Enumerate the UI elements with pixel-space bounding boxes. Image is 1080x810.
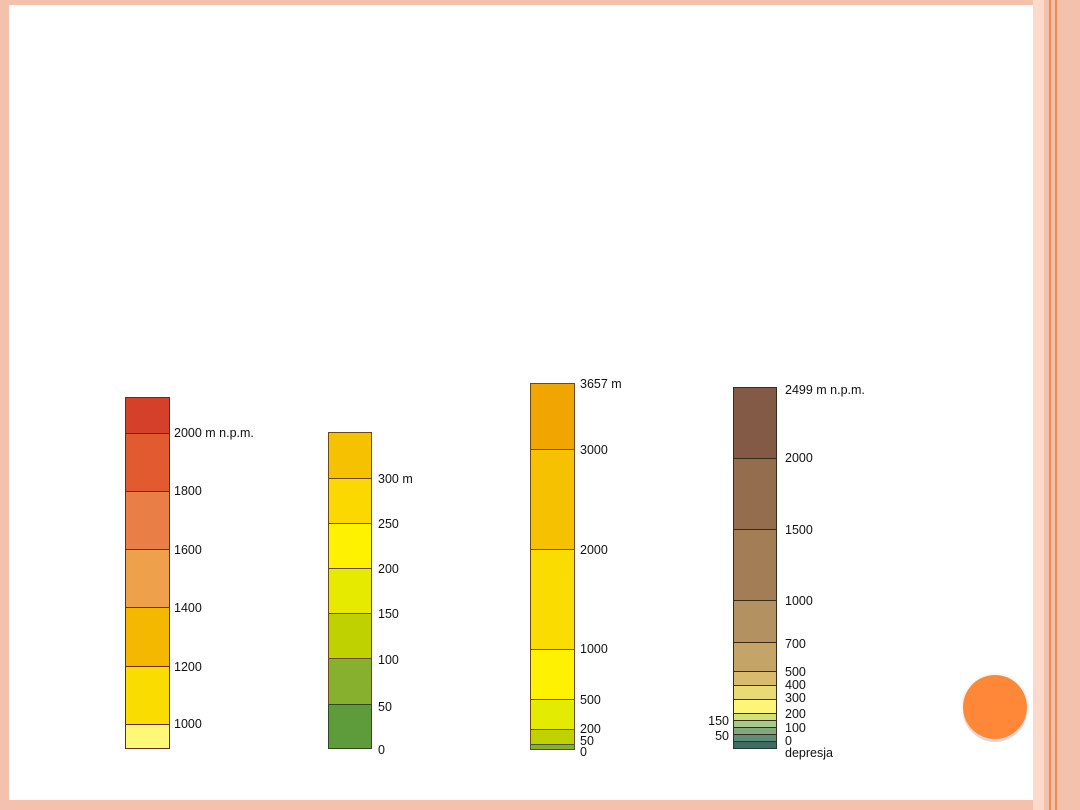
scale2-band bbox=[328, 478, 372, 523]
scale4-band bbox=[733, 671, 777, 685]
frame-right-border-line bbox=[1055, 0, 1057, 810]
scale4-label: 200 bbox=[785, 707, 806, 721]
scale2-band bbox=[328, 523, 372, 568]
scale1-label: 2000 m n.p.m. bbox=[174, 426, 254, 440]
scale4-label: 2499 m n.p.m. bbox=[785, 383, 865, 397]
scale4-label: 500 bbox=[785, 665, 806, 679]
scale4-band bbox=[733, 699, 777, 713]
scale3-band bbox=[530, 699, 575, 729]
scale4-label: 300 bbox=[785, 691, 806, 705]
scale3-label: 1000 bbox=[580, 642, 608, 656]
scale1-band bbox=[125, 724, 170, 749]
scale4-band bbox=[733, 727, 777, 734]
scale4-band bbox=[733, 720, 777, 727]
scale2-label: 50 bbox=[378, 700, 392, 714]
scale2-label: 300 m bbox=[378, 472, 413, 486]
scale3-band bbox=[530, 729, 575, 744]
scale1-label: 1800 bbox=[174, 484, 202, 498]
frame-bottom-border bbox=[0, 800, 1080, 810]
frame-right-border-line bbox=[1049, 0, 1051, 810]
scale1-band bbox=[125, 491, 170, 549]
scale4-band bbox=[733, 600, 777, 642]
scale1-band bbox=[125, 433, 170, 491]
frame-left-border bbox=[0, 0, 9, 810]
scale1-label: 1600 bbox=[174, 543, 202, 557]
scale3-label: 3000 bbox=[580, 443, 608, 457]
scale4-band bbox=[733, 741, 777, 749]
scale3-band bbox=[530, 449, 575, 549]
scale4-band bbox=[733, 458, 777, 529]
scale1-band bbox=[125, 607, 170, 666]
scale3-label: 3657 m bbox=[580, 377, 622, 391]
scale3-band bbox=[530, 649, 575, 699]
scale4-band bbox=[733, 685, 777, 699]
scale3-label: 500 bbox=[580, 693, 601, 707]
scale2-band bbox=[328, 613, 372, 658]
scale3-band bbox=[530, 549, 575, 649]
scale4-label: 0 bbox=[785, 734, 792, 748]
frame-top-border bbox=[0, 0, 1080, 5]
frame-right-border-outer bbox=[1033, 0, 1044, 810]
scale1-label: 1400 bbox=[174, 601, 202, 615]
scale3-label: 50 bbox=[580, 734, 594, 748]
scale4-label: 1500 bbox=[785, 523, 813, 537]
scale2-band bbox=[328, 704, 372, 749]
scale4-label: 1000 bbox=[785, 594, 813, 608]
scale4-label: 700 bbox=[785, 637, 806, 651]
scale1-band bbox=[125, 549, 170, 607]
scale1-band bbox=[125, 397, 170, 433]
scale2-label: 100 bbox=[378, 653, 399, 667]
scale4-label: depresja bbox=[785, 746, 833, 760]
scale2-label: 0 bbox=[378, 743, 385, 757]
scale4-band bbox=[733, 642, 777, 671]
scale4-label: 400 bbox=[785, 678, 806, 692]
scale3-band bbox=[530, 383, 575, 449]
scale1-band bbox=[125, 666, 170, 724]
scale4-band bbox=[733, 529, 777, 600]
scale3-label: 0 bbox=[580, 745, 587, 759]
scale4-band bbox=[733, 734, 777, 741]
scale2-band bbox=[328, 658, 372, 704]
scale4-band bbox=[733, 387, 777, 458]
scale2-band bbox=[328, 568, 372, 613]
orange-circle-decoration bbox=[963, 675, 1027, 739]
scale1-label: 1200 bbox=[174, 660, 202, 674]
scale3-label: 2000 bbox=[580, 543, 608, 557]
scale4-label: 2000 bbox=[785, 451, 813, 465]
scale3-label: 200 bbox=[580, 722, 601, 736]
scale2-label: 150 bbox=[378, 607, 399, 621]
scale4-left-label: 50 bbox=[715, 729, 729, 743]
scale1-label: 1000 bbox=[174, 717, 202, 731]
scale2-label: 200 bbox=[378, 562, 399, 576]
scale4-left-label: 150 bbox=[708, 714, 729, 728]
scale3-band bbox=[530, 744, 575, 750]
scale4-label: 100 bbox=[785, 721, 806, 735]
scale2-label: 250 bbox=[378, 517, 399, 531]
scale2-band bbox=[328, 432, 372, 478]
scale4-band bbox=[733, 713, 777, 720]
